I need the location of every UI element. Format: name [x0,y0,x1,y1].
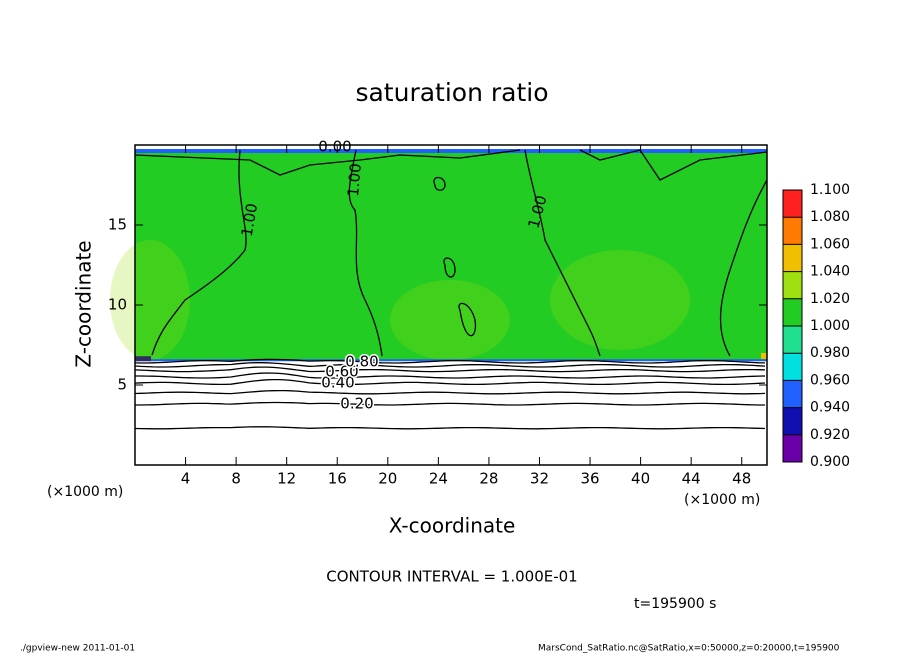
contour-label: 0.80 [345,353,378,371]
time-label: t=195900 s [634,596,716,612]
contour-line [135,401,765,406]
colorbar-label: 0.960 [810,372,850,388]
x-tick-label: 8 [231,470,241,488]
colorbar-box [783,271,802,299]
x-tick-label: 36 [580,470,599,488]
contour-line [433,176,446,191]
contour-label: 1.00 [344,163,365,198]
field-patch [550,250,690,350]
colorbar-box [783,298,802,326]
contour-line [134,426,766,430]
contour-line [134,389,766,395]
chart-title: saturation ratio [355,78,548,107]
x-axis-label: X-coordinate [389,514,516,538]
x-tick-label: 40 [631,470,650,488]
colorbar-label: 1.040 [810,264,850,280]
footer-right: MarsCond_SatRatio.nc@SatRatio,x=0:50000,… [538,644,840,654]
x-tick-label: 44 [682,470,701,488]
y-tick-label: 10 [108,296,127,314]
contour-label: 0.00 [318,138,351,156]
contour-line [348,149,383,357]
colorbar-label: 1.020 [810,291,850,307]
colorbar-label: 0.980 [810,345,850,361]
contour-label: 1.00 [238,202,262,238]
contour-line [134,149,521,176]
colorbar-label: 0.920 [810,427,850,443]
colorbar-label: 0.940 [810,400,850,416]
contour-line [134,362,766,368]
colorbar-box [783,326,802,354]
footer-left: ./gpview-new 2011-01-01 [20,644,135,654]
contour-line [579,149,768,181]
colorbar-label: 1.000 [810,318,850,334]
colorbar-box [783,380,802,408]
colorbar-box [783,407,802,435]
x-tick-label: 32 [530,470,549,488]
y-unit: (×1000 m) [47,484,123,500]
x-tick-label: 20 [378,470,397,488]
contour-line [458,302,477,337]
x-tick-label: 12 [277,470,296,488]
x-tick-label: 16 [328,470,347,488]
y-tick-label: 15 [108,216,127,234]
contour-line [524,149,601,357]
x-tick-label: 24 [429,470,448,488]
x-unit: (×1000 m) [684,492,760,508]
contour-line [134,358,766,364]
colorbar-label: 0.900 [810,454,850,470]
contour-line [135,372,766,379]
contour-line [134,366,766,373]
colorbar-label: 1.080 [810,209,850,225]
colorbar-box [783,190,802,218]
y-axis-label: Z-coordinate [72,240,96,367]
colorbar-box [783,217,802,245]
field-patch [390,280,510,360]
field-edge [135,149,767,153]
contour-label: 0.20 [340,395,373,413]
x-tick-label: 28 [479,470,498,488]
contour-label: 0.60 [325,363,358,381]
colorbar-label: 1.060 [810,236,850,252]
x-tick-label: 48 [732,470,751,488]
contour-label: 0.40 [321,374,354,392]
y-tick-label: 5 [117,376,127,394]
field-edge [761,353,767,359]
field-edge [135,356,151,362]
contour-line [719,179,768,357]
colorbar-box [783,244,802,272]
colorbar-box [783,353,802,381]
colorbar-label: 1.100 [810,182,850,198]
contour-interval: CONTOUR INTERVAL = 1.000E-01 [326,568,577,586]
contour-line [443,257,456,278]
field-patch [110,240,190,360]
contour-line [134,378,766,386]
colorbar-box [783,434,802,462]
x-tick-label: 4 [181,470,191,488]
contour-line [151,149,247,356]
